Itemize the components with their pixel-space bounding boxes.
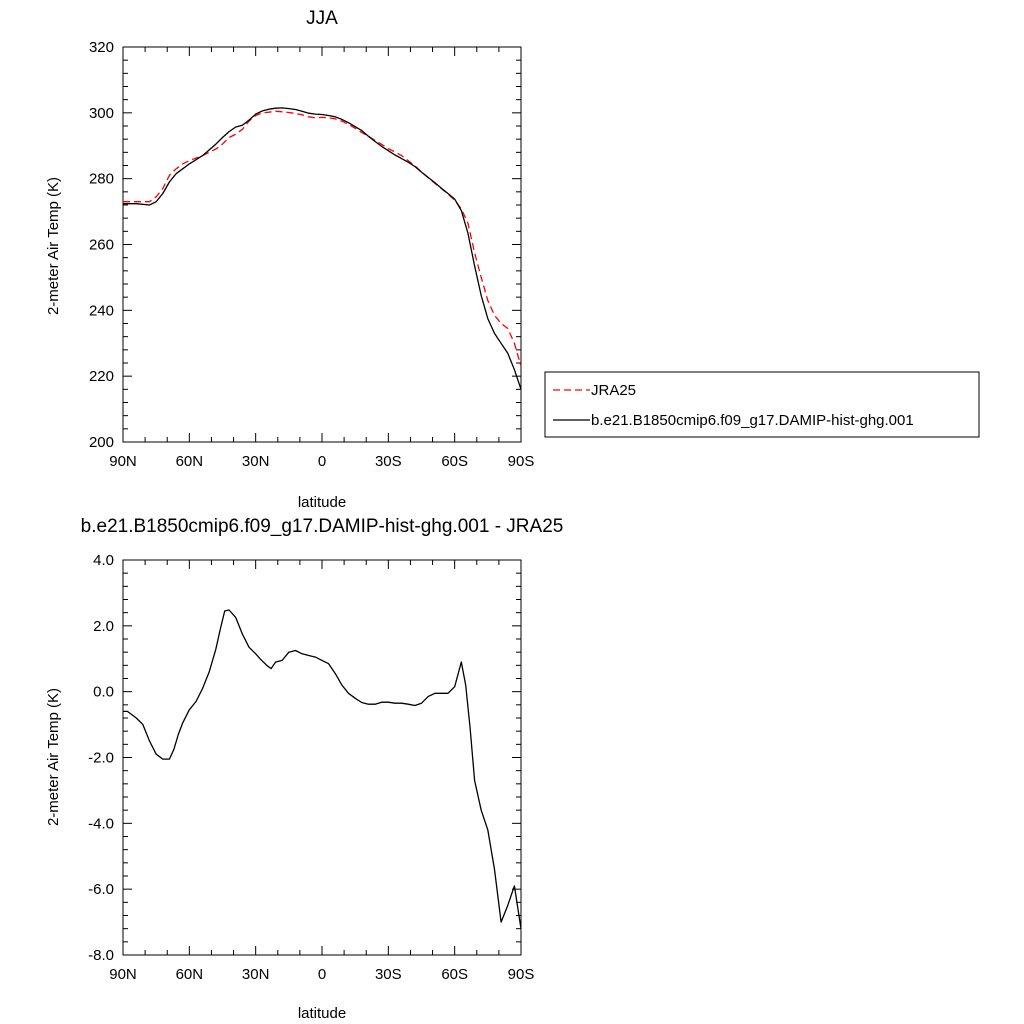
x-tick-label: 90S [508,453,535,470]
chart-title: JJA [306,8,338,29]
x-tick-label: 60S [441,966,468,983]
plot-frame [122,46,522,443]
chart-bottom: b.e21.B1850cmip6.f09_g17.DAMIP-hist-ghg.… [45,516,563,1022]
legend-label-jra25: JRA25 [591,382,636,399]
x-tick-label: 0 [318,966,326,983]
x-tick-label: 30N [242,966,270,983]
x-tick-label: 30N [242,453,270,470]
y-tick-label: 300 [89,105,114,122]
x-axis-label: latitude [298,494,346,511]
y-tick-label: -8.0 [88,947,114,964]
y-tick-label: 280 [89,171,114,188]
chart-title: b.e21.B1850cmip6.f09_g17.DAMIP-hist-ghg.… [81,516,564,537]
y-tick-label: 220 [89,368,114,385]
x-tick-label: 60S [441,453,468,470]
y-tick-label: 320 [89,39,114,56]
x-tick-label: 60N [176,453,204,470]
x-tick-label: 60N [176,966,204,983]
legend-label-model: b.e21.B1850cmip6.f09_g17.DAMIP-hist-ghg.… [591,412,914,429]
series-line-0 [123,609,522,929]
y-tick-label: -6.0 [88,881,114,898]
y-tick-label: 200 [89,434,114,451]
y-tick-label: 260 [89,237,114,254]
series-line-1 [123,107,522,390]
legend-box [544,371,980,438]
y-axis-label: 2-meter Air Temp (K) [45,688,62,826]
y-tick-label: -4.0 [88,815,114,832]
y-tick-label: 240 [89,302,114,319]
y-tick-label: -2.0 [88,750,114,767]
x-axis-label: latitude [298,1005,346,1022]
x-tick-label: 0 [318,453,326,470]
chart-top: JJA 90N 60N 30N 0 30S 60S 90S 200 220 240 260 280 30… [45,8,980,511]
y-axis-label: 2-meter Air Temp (K) [45,177,62,315]
x-tick-label: 90S [508,966,535,983]
plot-frame [122,559,522,956]
y-tick-label: 2.0 [93,618,114,635]
x-tick-label: 90N [109,453,137,470]
y-tick-label: 0.0 [93,684,114,701]
legend: JRA25 b.e21.B1850cmip6.f09_g17.DAMIP-his… [544,371,980,438]
x-tick-label: 30S [375,453,402,470]
x-tick-label: 90N [109,966,137,983]
y-tick-label: 4.0 [93,552,114,569]
x-tick-label: 30S [375,966,402,983]
series-line-0 [123,110,522,367]
